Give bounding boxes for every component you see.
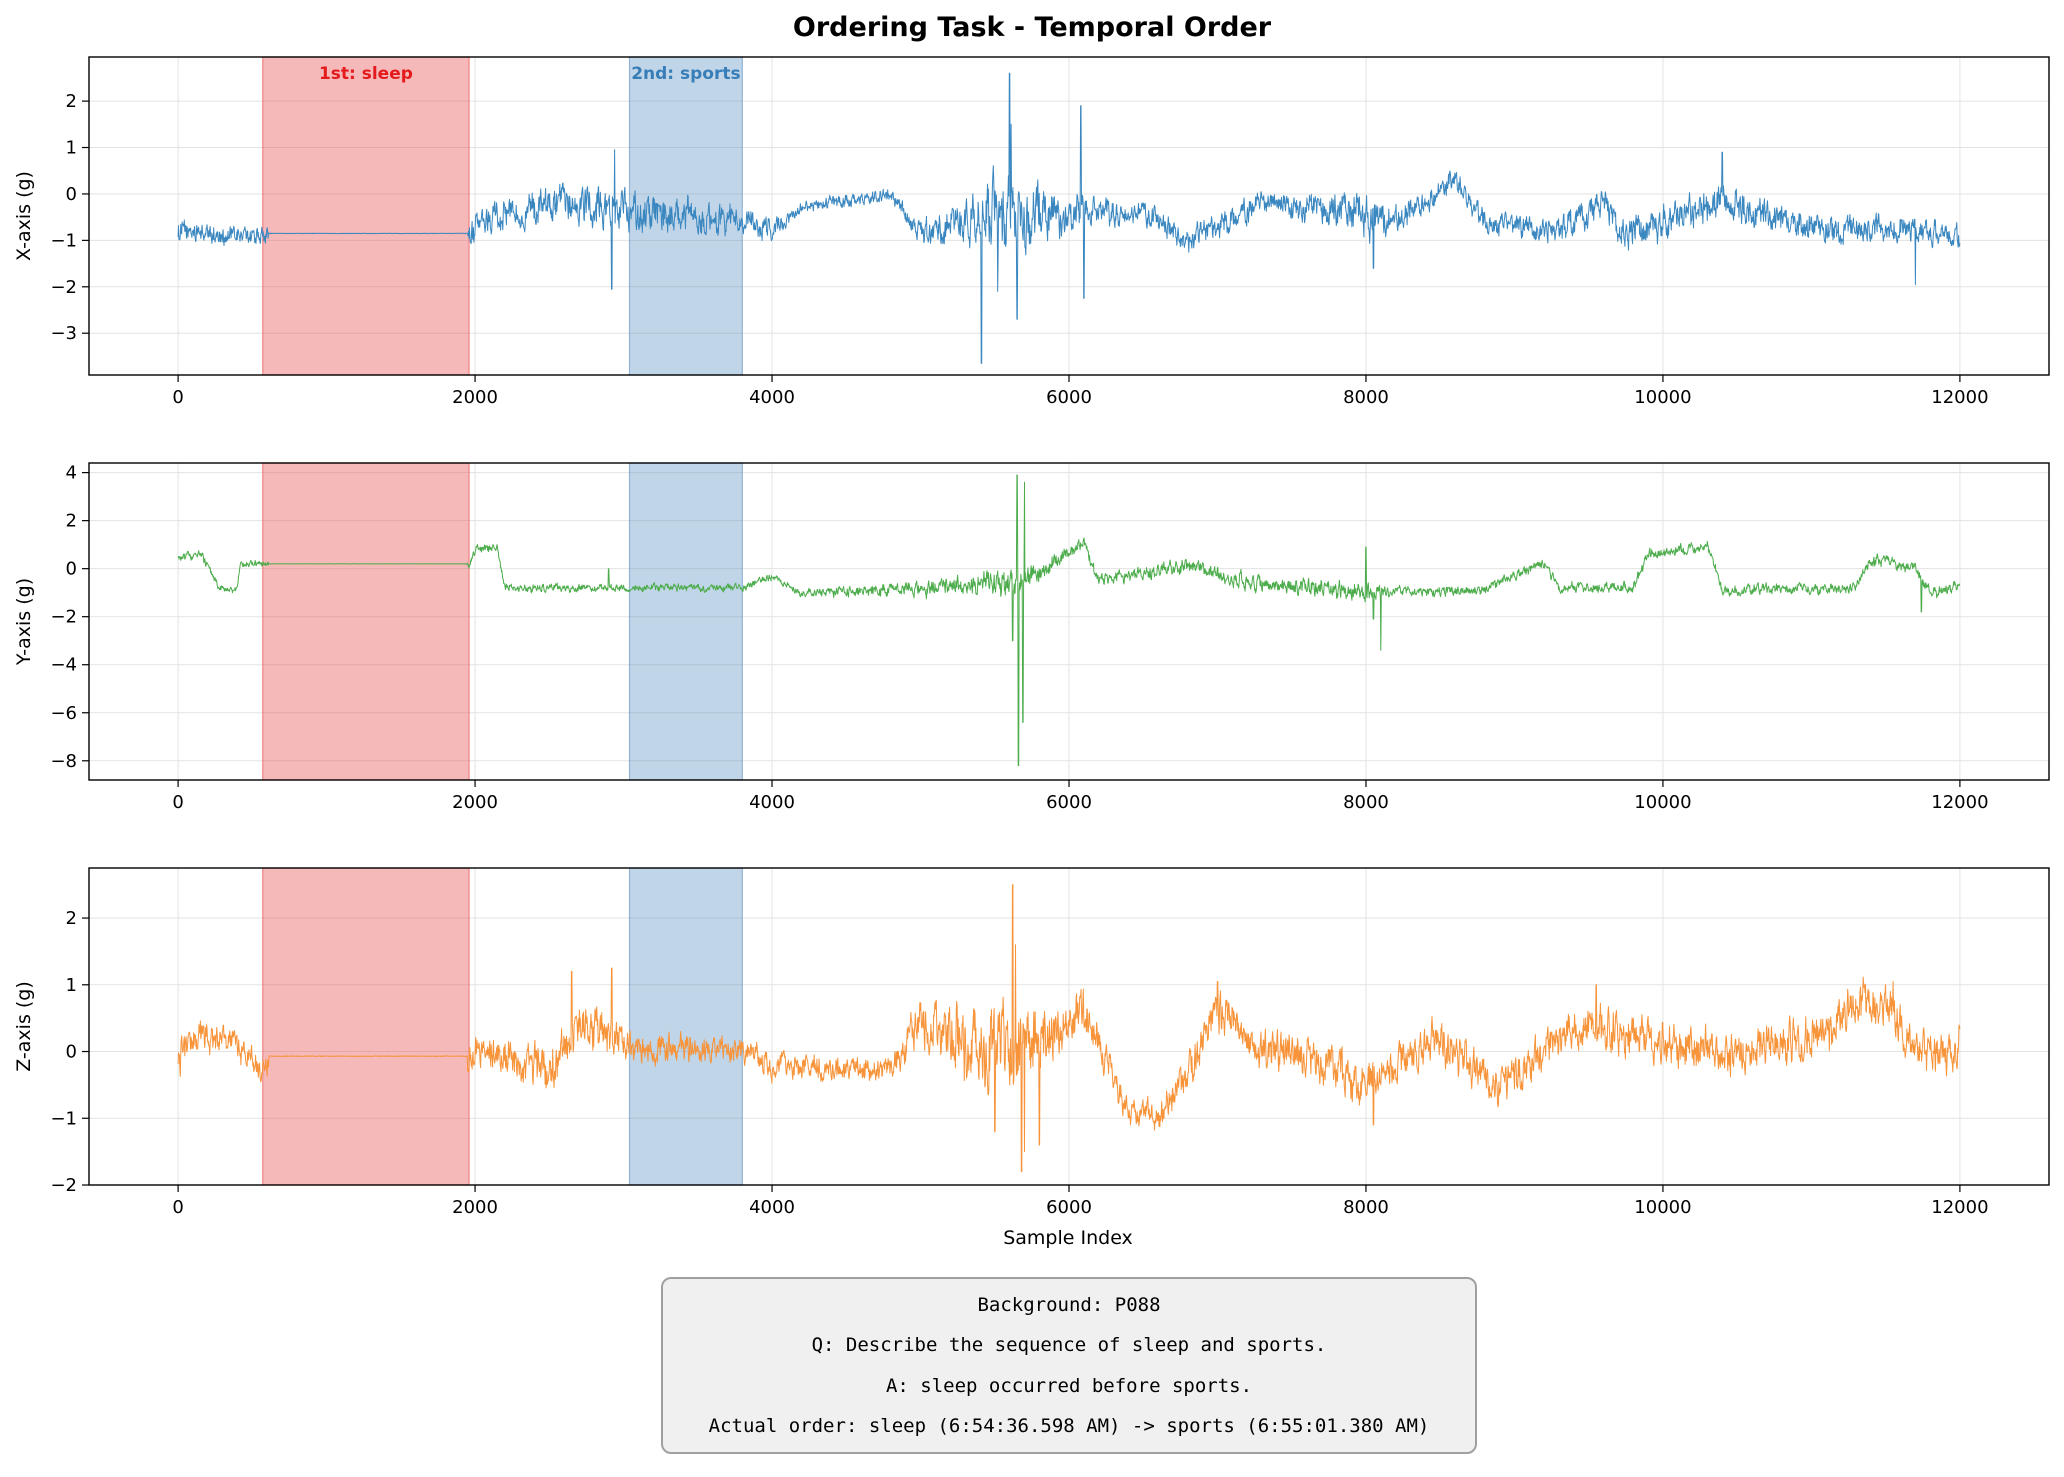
x-tick-label: 6000 — [1046, 1197, 1092, 1218]
x-tick-label: 12000 — [1931, 1197, 1988, 1218]
x-tick-label: 2000 — [452, 387, 498, 408]
y-tick-label: 2 — [66, 908, 77, 929]
info-answer: A: sleep occurred before sports. — [885, 1374, 1253, 1397]
y-axis-label: Z-axis (g) — [13, 981, 35, 1072]
info-background: Background: P088 — [977, 1294, 1161, 1317]
x-tick-label: 0 — [172, 792, 183, 813]
y-tick-label: 1 — [66, 975, 77, 996]
y-tick-label: 2 — [66, 91, 77, 112]
y-tick-label: −4 — [50, 655, 77, 676]
region-sleep — [262, 867, 470, 1186]
region-sleep — [262, 56, 470, 376]
chart-title: Ordering Task - Temporal Order — [793, 12, 1272, 43]
signal-line-x-axis — [177, 72, 1961, 364]
signal-line-y-axis — [177, 474, 1961, 767]
info-box: Background: P088 Q: Describe the sequenc… — [661, 1277, 1477, 1454]
x-tick-label: 4000 — [749, 792, 795, 813]
info-actual-order: Actual order: sleep (6:54:36.598 AM) -> … — [708, 1414, 1430, 1437]
x-tick-label: 10000 — [1634, 792, 1691, 813]
region-label-sports: 2nd: sports — [631, 64, 740, 84]
x-tick-label: 8000 — [1343, 792, 1389, 813]
x-tick-label: 2000 — [452, 1197, 498, 1218]
x-tick-label: 0 — [172, 387, 183, 408]
y-axis-label: Y-axis (g) — [13, 578, 35, 666]
x-tick-label: 12000 — [1931, 387, 1988, 408]
y-tick-label: 0 — [66, 559, 77, 580]
y-tick-label: −1 — [50, 230, 77, 251]
y-tick-label: −2 — [50, 277, 77, 298]
y-tick-label: −2 — [50, 607, 77, 628]
y-axis-label: X-axis (g) — [13, 171, 35, 261]
y-tick-label: −6 — [50, 703, 77, 724]
x-tick-label: 10000 — [1634, 387, 1691, 408]
x-tick-label: 6000 — [1046, 387, 1092, 408]
x-tick-label: 4000 — [749, 387, 795, 408]
signal-line-z-axis — [177, 884, 1961, 1173]
y-tick-label: −8 — [50, 751, 77, 772]
x-tick-label: 2000 — [452, 792, 498, 813]
region-sports — [628, 867, 743, 1186]
region-label-sleep: 1st: sleep — [319, 64, 413, 84]
y-tick-label: −3 — [50, 323, 77, 344]
panel-y-axis: 0 2000 4000 6000 8000 10000 12000 −8 −6 −4 −2 0 2 4 Y-… — [13, 462, 2050, 813]
region-sports — [628, 462, 743, 781]
y-tick-label: 4 — [66, 463, 77, 484]
y-tick-label: 0 — [66, 184, 77, 205]
y-tick-label: 0 — [66, 1042, 77, 1063]
x-tick-label: 6000 — [1046, 792, 1092, 813]
y-tick-label: 2 — [66, 511, 77, 532]
x-tick-label: 4000 — [749, 1197, 795, 1218]
info-question: Q: Describe the sequence of sleep and sp… — [811, 1334, 1327, 1357]
x-axis-label: Sample Index — [1003, 1227, 1133, 1249]
y-tick-label: 1 — [66, 138, 77, 159]
y-tick-label: −2 — [50, 1175, 77, 1196]
x-tick-label: 12000 — [1931, 792, 1988, 813]
x-tick-label: 10000 — [1634, 1197, 1691, 1218]
panel-z-axis: 0 2000 4000 6000 8000 10000 12000 −2 −1 0 1 2 Z-axis… — [13, 867, 2050, 1218]
x-tick-label: 8000 — [1343, 1197, 1389, 1218]
y-tick-label: −1 — [50, 1108, 77, 1129]
region-sleep — [262, 462, 470, 781]
x-tick-label: 0 — [172, 1197, 183, 1218]
x-tick-label: 8000 — [1343, 387, 1389, 408]
